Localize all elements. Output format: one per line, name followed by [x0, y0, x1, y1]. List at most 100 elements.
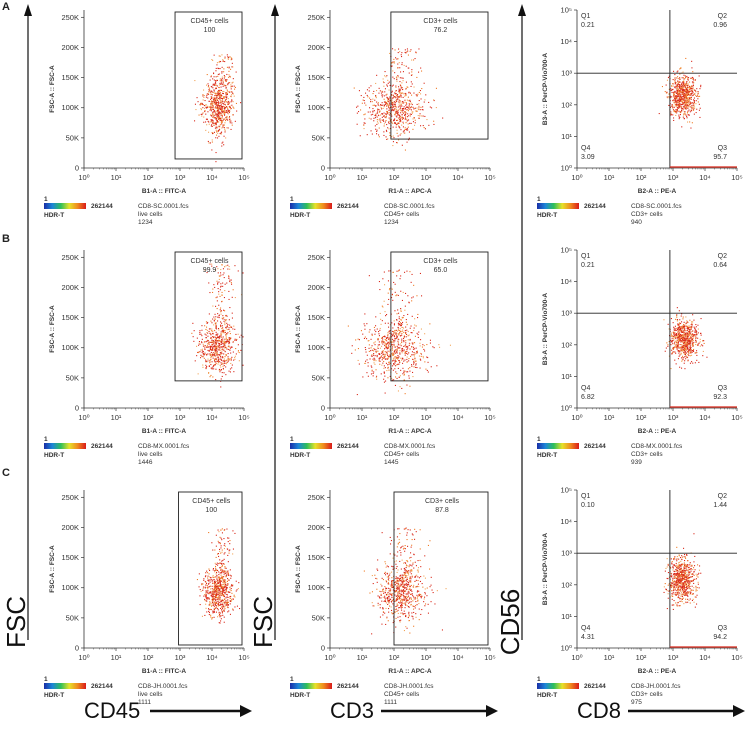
event-dot — [684, 101, 686, 103]
event-dot — [414, 324, 416, 326]
event-dot — [400, 129, 402, 131]
event-dot — [371, 334, 373, 336]
event-dot — [684, 103, 686, 105]
event-dot — [413, 330, 415, 332]
event-dot — [679, 98, 681, 100]
event-dot — [673, 93, 675, 95]
event-dot — [222, 368, 224, 370]
panel-a-cd8: 10⁰ 10¹ 10² 10³ 10⁴ 10⁵10⁰10¹10²10³10⁴10⁵B2-A… — [537, 6, 743, 226]
event-dot — [211, 342, 213, 344]
event-dot — [208, 586, 210, 588]
event-dot — [209, 602, 211, 604]
event-dot — [212, 108, 214, 110]
event-dot — [673, 331, 675, 333]
event-dot — [216, 79, 218, 81]
event-dot — [395, 90, 397, 92]
gate-percent: 76.2 — [434, 27, 448, 34]
event-dot — [407, 335, 409, 337]
event-dot — [211, 579, 213, 581]
event-dot — [402, 80, 404, 82]
event-dot — [213, 354, 215, 356]
event-dot — [695, 330, 697, 332]
x-axis-label: B1-A :: FITC-A — [142, 188, 186, 195]
event-dot — [226, 325, 228, 327]
event-dot — [401, 124, 403, 126]
event-dot — [692, 350, 694, 352]
event-dot — [353, 87, 355, 89]
event-dot — [383, 98, 385, 100]
event-dot — [225, 360, 227, 362]
event-dot — [237, 351, 239, 353]
event-dot — [394, 103, 396, 105]
event-dot — [221, 127, 223, 129]
event-dot — [381, 342, 383, 344]
event-dot — [220, 366, 222, 368]
event-dot — [684, 100, 686, 102]
event-dot — [225, 137, 227, 139]
event-dot — [219, 343, 221, 345]
event-dot — [688, 333, 690, 335]
event-dot — [221, 351, 223, 353]
event-dot — [677, 101, 679, 103]
event-dot — [403, 93, 405, 95]
sample-info-line: CD45+ cells — [384, 451, 420, 458]
event-dot — [218, 329, 220, 331]
event-dot — [231, 62, 233, 64]
event-dot — [678, 93, 680, 95]
event-dot — [423, 82, 425, 84]
event-dot — [684, 107, 686, 109]
event-dot — [386, 97, 388, 99]
event-dot — [220, 618, 222, 620]
event-dot — [391, 353, 393, 355]
event-dot — [387, 337, 389, 339]
event-dot — [419, 342, 421, 344]
y-tick-label: 10⁴ — [560, 277, 572, 286]
x-tick-label: 10⁰ — [324, 413, 335, 422]
event-dot — [215, 67, 217, 69]
event-dot — [234, 355, 236, 357]
event-dot — [674, 83, 676, 85]
event-dot — [223, 272, 225, 274]
event-dot — [213, 72, 215, 74]
event-dot — [383, 120, 385, 122]
event-dot — [219, 275, 221, 277]
event-dot — [672, 83, 674, 85]
event-dot — [399, 361, 401, 363]
event-dot — [398, 101, 400, 103]
event-dot — [382, 357, 384, 359]
event-dot — [205, 328, 207, 330]
event-dot — [387, 346, 389, 348]
event-dot — [222, 82, 224, 84]
event-dot — [225, 265, 227, 267]
event-dot — [212, 347, 214, 349]
event-dot — [388, 298, 390, 300]
event-dot — [226, 315, 228, 317]
event-dot — [417, 317, 419, 319]
event-dot — [395, 93, 397, 95]
event-dot — [211, 102, 213, 104]
event-dot — [217, 114, 219, 116]
event-dot — [207, 572, 209, 574]
event-dot — [368, 117, 370, 119]
event-dot — [686, 330, 688, 332]
event-dot — [392, 70, 394, 72]
event-dot — [216, 95, 218, 97]
event-dot — [702, 350, 704, 352]
event-dot — [377, 103, 379, 105]
event-dot — [219, 295, 221, 297]
event-dot — [375, 105, 377, 107]
event-dot — [384, 356, 386, 358]
event-dot — [232, 114, 234, 116]
event-dot — [226, 574, 228, 576]
x-tick-label: 10⁴ — [206, 413, 218, 422]
event-dot — [240, 102, 242, 104]
event-dot — [224, 570, 226, 572]
event-dot — [686, 104, 688, 106]
event-dot — [395, 57, 397, 59]
event-dot — [682, 346, 684, 348]
event-dot — [200, 109, 202, 111]
event-dot — [681, 84, 683, 86]
event-dot — [208, 328, 210, 330]
event-dot — [676, 341, 678, 343]
event-dot — [695, 90, 697, 92]
